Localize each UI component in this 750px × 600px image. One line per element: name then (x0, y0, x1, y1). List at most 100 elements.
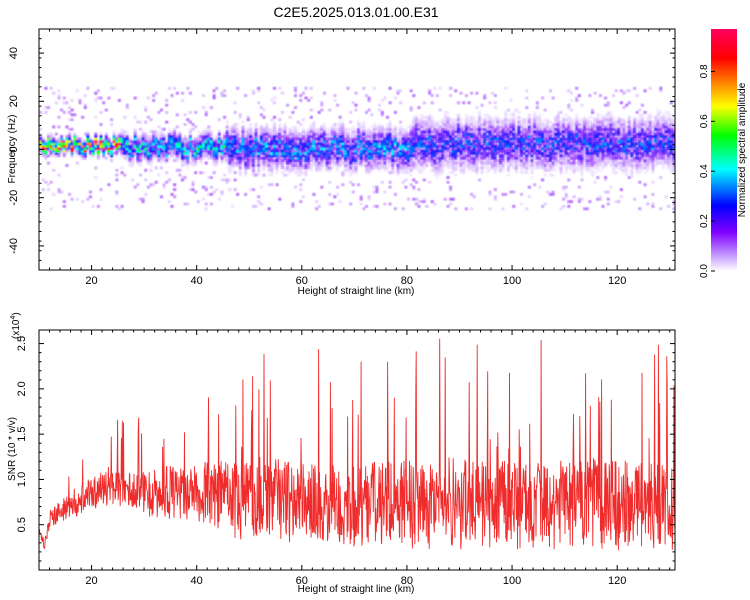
heatmap-cell (580, 197, 584, 201)
heatmap-cell (464, 144, 468, 148)
heatmap-cell (635, 156, 639, 160)
heatmap-cell (173, 147, 177, 151)
heatmap-cell (611, 149, 616, 153)
heatmap-cell (180, 147, 185, 151)
heatmap-cell (228, 144, 232, 148)
heatmap-cell (654, 118, 658, 122)
heatmap-cell (585, 151, 589, 155)
heatmap-cell (669, 113, 673, 117)
heatmap-cell (249, 164, 253, 167)
heatmap-cell (538, 185, 542, 189)
heatmap-cell (491, 127, 495, 131)
heatmap-cell (288, 139, 292, 143)
heatmap-cell (464, 156, 468, 160)
heatmap-cell (236, 139, 240, 143)
heatmap-cell (580, 123, 584, 126)
heatmap-cell (583, 156, 587, 160)
heatmap-cell (404, 154, 408, 158)
heatmap-cell (651, 180, 655, 184)
heatmap-cell (291, 164, 295, 167)
heatmap-cell (322, 164, 326, 167)
heatmap-cell (522, 125, 526, 129)
heatmap-cell (378, 159, 382, 163)
heatmap-cell (78, 144, 82, 148)
heatmap-cell (585, 132, 589, 136)
heatmap-cell (315, 161, 319, 165)
heatmap-cell (385, 164, 390, 167)
heatmap-cell (443, 115, 447, 119)
heatmap-cell (86, 135, 90, 138)
heatmap-cell (654, 135, 658, 138)
heatmap-cell (512, 139, 516, 143)
heatmap-cell (117, 139, 121, 143)
heatmap-cell (270, 156, 274, 160)
heatmap-cell (46, 147, 51, 151)
heatmap-cell (564, 149, 568, 153)
heatmap-cell (501, 139, 505, 143)
heatmap-cell (338, 123, 342, 126)
heatmap-cell (619, 120, 623, 124)
heatmap-cell (251, 142, 256, 146)
heatmap-cell (364, 127, 369, 131)
heatmap-cell (207, 139, 211, 143)
heatmap-cell (472, 149, 476, 153)
heatmap-cell (88, 139, 93, 143)
heatmap-cell (52, 168, 56, 172)
heatmap-cell (338, 135, 342, 138)
heatmap-cell (593, 161, 597, 165)
heatmap-cell (170, 149, 174, 153)
heatmap-cell (446, 204, 450, 208)
heatmap-cell (383, 166, 387, 170)
heatmap-cell (170, 130, 174, 134)
heatmap-cell (651, 161, 655, 165)
heatmap-cell (278, 139, 282, 143)
heatmap-cell (367, 168, 371, 172)
heatmap-cell (46, 144, 51, 148)
heatmap-cell (654, 156, 658, 160)
heatmap-cell (522, 120, 526, 124)
heatmap-cell (396, 171, 400, 175)
heatmap-cell (451, 144, 455, 148)
heatmap-cell (215, 159, 219, 163)
heatmap-cell (183, 113, 187, 117)
heatmap-cell (123, 142, 127, 146)
heatmap-cell (583, 125, 587, 129)
heatmap-cell (167, 151, 171, 155)
heatmap-cell (299, 161, 303, 165)
heatmap-cell (162, 135, 166, 138)
heatmap-cell (622, 168, 626, 172)
heatmap-cell (307, 159, 311, 163)
heatmap-cell (533, 118, 537, 122)
heatmap-cell (309, 166, 313, 170)
heatmap-cell (199, 154, 203, 158)
heatmap-cell (188, 161, 192, 165)
heatmap-cell (81, 200, 85, 204)
heatmap-cell (509, 123, 513, 126)
heatmap-cell (485, 118, 489, 122)
heatmap-cell (278, 164, 282, 167)
heatmap-cell (238, 161, 242, 165)
heatmap-cell (299, 137, 303, 141)
heatmap-cell (535, 125, 539, 129)
heatmap-cell (477, 166, 482, 170)
heatmap-cell (601, 144, 605, 148)
heatmap-cell (548, 120, 553, 124)
heatmap-cell (577, 159, 581, 163)
heatmap-cell (564, 161, 568, 165)
heatmap-cell (504, 192, 508, 196)
heatmap-cell (372, 149, 376, 153)
heatmap-cell (367, 159, 371, 163)
heatmap-cell (659, 207, 663, 211)
heatmap-cell (417, 132, 421, 136)
heatmap-cell (70, 135, 74, 138)
heatmap-cell (275, 132, 279, 136)
heatmap-cell (483, 154, 487, 158)
heatmap-cell (180, 139, 185, 143)
heatmap-cell (604, 151, 608, 155)
heatmap-cell (343, 139, 348, 143)
heatmap-cell (412, 118, 416, 122)
heatmap-cell (485, 168, 489, 172)
heatmap-cell (598, 135, 602, 138)
heatmap-cell (643, 195, 647, 199)
heatmap-cell (217, 135, 221, 138)
